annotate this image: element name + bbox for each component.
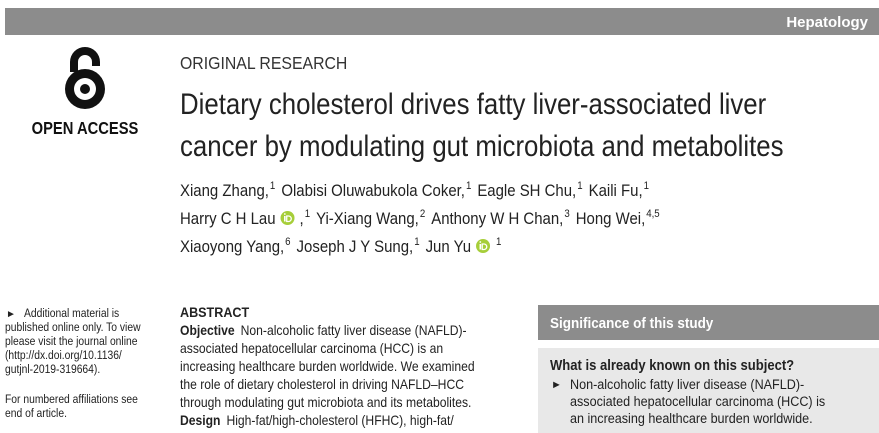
author-name: Xiang Zhang, bbox=[180, 182, 269, 200]
sidebar-affiliation-line: end of article. bbox=[5, 407, 67, 420]
significance-line: Non-alcoholic fatty liver disease (NAFLD… bbox=[570, 376, 804, 392]
sidebar-note-line: Additional material is bbox=[24, 307, 120, 320]
author-name: Eagle SH Chu, bbox=[477, 182, 576, 200]
author-affiliation: 1 bbox=[496, 237, 502, 249]
author-name: Joseph J Y Sung, bbox=[297, 238, 414, 256]
author-name: Xiaoyong Yang, bbox=[180, 238, 284, 256]
abstract-line: through modulating gut microbiota and it… bbox=[180, 394, 471, 410]
author-affiliation: 2 bbox=[420, 209, 426, 221]
title-line: Dietary cholesterol drives fatty liver-a… bbox=[180, 87, 766, 120]
abstract-line: High-fat/high-cholesterol (HFHC), high-f… bbox=[226, 412, 454, 428]
open-access-label: OPEN ACCESS bbox=[32, 119, 139, 139]
title-line: cancer by modulating gut microbiota and … bbox=[180, 129, 784, 162]
author-affiliation: 4,5 bbox=[646, 209, 660, 221]
significance-line: an increasing healthcare burden worldwid… bbox=[570, 410, 813, 426]
author-name: Anthony W H Chan, bbox=[431, 210, 563, 228]
significance-bullet: ► bbox=[551, 379, 562, 391]
journal-section: Hepatology bbox=[786, 14, 868, 31]
author-affiliation: 3 bbox=[564, 209, 570, 221]
author-name: Olabisi Oluwabukola Coker, bbox=[281, 182, 465, 200]
author-name: Jun Yu bbox=[426, 238, 471, 256]
author-name: Kaili Fu, bbox=[589, 182, 643, 200]
abstract-line: associated hepatocellular carcinoma (HCC… bbox=[180, 340, 443, 356]
significance-subheading: What is already known on this subject? bbox=[550, 357, 794, 373]
open-access-icon bbox=[65, 47, 105, 109]
significance-header-bg bbox=[538, 305, 879, 340]
journal-bar bbox=[5, 8, 879, 35]
sidebar-bullet: ► bbox=[6, 309, 16, 320]
sidebar-note-line: gutjnl-2019-319664). bbox=[5, 363, 100, 376]
sidebar-affiliation-line: For numbered affiliations see bbox=[5, 393, 138, 406]
abstract-label: Design bbox=[180, 412, 221, 428]
abstract-line: Non-alcoholic fatty liver disease (NAFLD… bbox=[241, 322, 467, 338]
author-affiliation: 6 bbox=[285, 237, 291, 249]
sidebar-note-line: please visit the journal online bbox=[5, 335, 137, 348]
significance-heading: Significance of this study bbox=[550, 315, 713, 332]
abstract-heading: ABSTRACT bbox=[180, 304, 249, 320]
author-name: Hong Wei, bbox=[576, 210, 646, 228]
author-affiliation: 1 bbox=[577, 181, 583, 193]
sidebar-note-line: (http://dx.doi.org/10.1136/ bbox=[5, 349, 123, 362]
author-punct: , bbox=[300, 210, 304, 228]
abstract-label: Objective bbox=[180, 322, 235, 338]
sidebar-note-line: published online only. To view bbox=[5, 321, 141, 334]
article-type: ORIGINAL RESEARCH bbox=[180, 53, 347, 73]
author-affiliation: 1 bbox=[414, 237, 420, 249]
author-affiliation: 1 bbox=[644, 181, 650, 193]
author-name: Yi-Xiang Wang, bbox=[316, 210, 419, 228]
author-affiliation: 1 bbox=[466, 181, 472, 193]
significance-line: associated hepatocellular carcinoma (HCC… bbox=[570, 393, 826, 409]
orcid-icon bbox=[280, 211, 295, 225]
author-affiliation: 1 bbox=[305, 209, 311, 221]
author-affiliation: 1 bbox=[270, 181, 276, 193]
abstract-line: increasing healthcare burden worldwide. … bbox=[180, 358, 475, 374]
author-name: Harry C H Lau bbox=[180, 210, 276, 228]
significance-box-bg bbox=[538, 348, 879, 433]
orcid-icon bbox=[476, 239, 491, 253]
abstract-line: the role of dietary cholesterol in drivi… bbox=[180, 376, 464, 392]
